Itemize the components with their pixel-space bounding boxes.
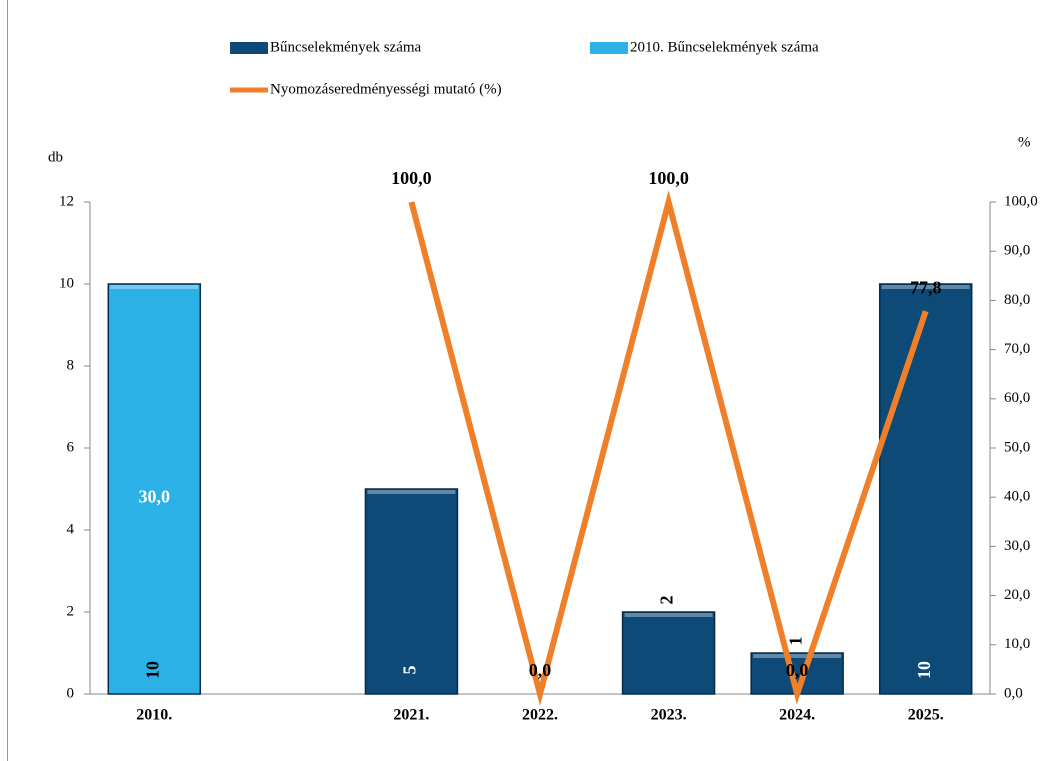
bar-label: 10 [142,661,162,679]
bar-highlight [881,285,970,289]
y-tick-label: 4 [67,521,75,537]
y2-tick-label: 0,0 [1004,685,1023,701]
line-label: 0,0 [529,660,552,680]
y-tick-label: 12 [59,193,74,209]
y2-tick-label: 100,0 [1004,193,1038,209]
y2-axis-title: % [1018,134,1031,150]
bar [107,283,202,695]
x-tick-label: 2022. [522,707,558,724]
y2-tick-label: 20,0 [1004,587,1030,603]
legend-label: Nyomozáseredményességi mutató (%) [270,81,502,97]
y2-tick-label: 90,0 [1004,243,1030,259]
y2-tick-label: 10,0 [1004,636,1030,652]
bar-highlight [624,613,713,617]
legend-swatch [590,42,628,54]
line-label: 77,8 [910,277,942,297]
legend-label: Bűncselekmények száma [270,39,422,55]
y2-tick-label: 30,0 [1004,538,1030,554]
line [408,190,929,706]
y-tick-label: 6 [67,439,75,455]
x-tick-label: 2023. [651,707,687,724]
y-tick-label: 0 [67,685,75,701]
bar-highlight [367,490,456,494]
y-axis-title: db [48,149,63,165]
legend-label: 2010. Bűncselekmények száma [630,39,819,55]
x-tick-label: 2024. [779,707,815,724]
y2-tick-label: 80,0 [1004,292,1030,308]
line-label: 100,0 [391,168,432,188]
y2-tick-label: 50,0 [1004,439,1030,455]
bar-label: 2 [657,596,677,605]
y-tick-label: 10 [59,275,74,291]
bar [364,488,459,695]
y-tick-label: 8 [67,357,75,373]
y-tick-label: 2 [67,603,75,619]
y2-tick-label: 60,0 [1004,390,1030,406]
x-tick-label: 2025. [908,707,944,724]
bar-label: 1 [785,637,805,646]
bar-label: 10 [914,661,934,679]
bar-highlight [753,654,842,658]
x-tick-label: 2021. [393,707,429,724]
line-label: 0,0 [786,660,809,680]
bar [878,283,973,695]
legend-swatch [230,42,268,54]
x-tick-label: 2010. [136,707,172,724]
bar [621,611,716,695]
line-label: 30,0 [139,487,171,507]
bar-label: 5 [400,666,420,675]
line-label: 100,0 [648,168,689,188]
y2-tick-label: 40,0 [1004,489,1030,505]
bar-highlight [110,285,199,289]
y2-tick-label: 70,0 [1004,341,1030,357]
